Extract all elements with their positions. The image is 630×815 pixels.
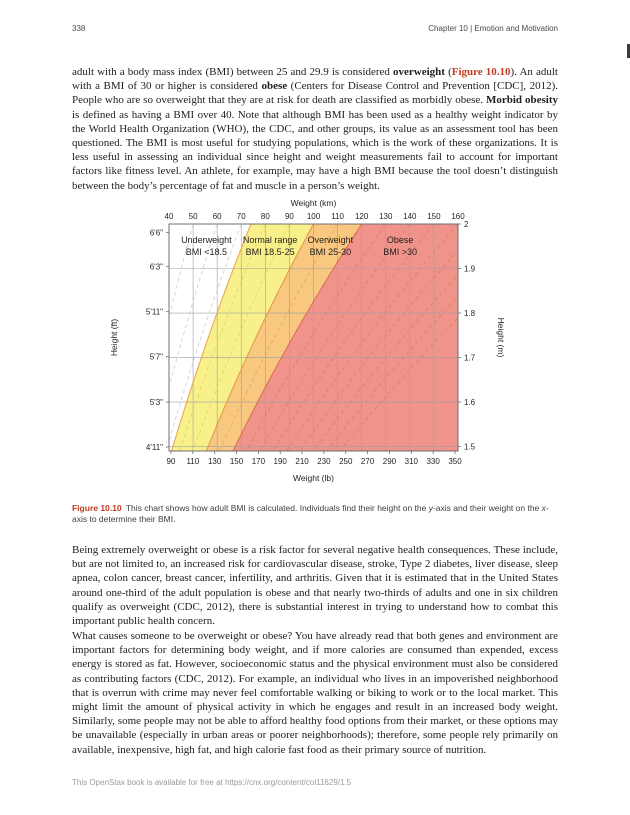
tick-marks (166, 223, 461, 454)
text-run: Being extremely overweight or obese is a… (72, 544, 558, 628)
axis-tick-label: 90 (285, 212, 294, 221)
plot-border (168, 223, 459, 452)
region-label-underweight: BMI <18.5 (186, 247, 227, 257)
footer-cnx-url[interactable]: https://cnx.org/content/col11629/1.5 (224, 778, 352, 787)
text-run: is defined as having a BMI over 40. Note… (72, 108, 558, 192)
axis-tick-label: 210 (295, 457, 309, 466)
axis-tick-label: 4'11" (146, 443, 163, 452)
text-run: ). An adult with a BMI of 30 or higher i… (72, 66, 558, 93)
bmi-boundaries (171, 223, 363, 452)
body-paragraph-2: Being extremely overweight or obese is a… (72, 543, 558, 628)
text-run: overweight (393, 66, 445, 78)
axis-tick-label: 140 (403, 212, 417, 221)
page-number: 338 (72, 24, 86, 33)
axis-tick-label: 160 (451, 212, 465, 221)
axis-tick-label: 270 (361, 457, 375, 466)
axis-tick-label: 100 (307, 212, 321, 221)
axis-tick-label: 330 (426, 457, 440, 466)
chapter-title: Chapter 10 | Emotion and Motivation (428, 24, 558, 33)
axis-tick-label: 5'3" (150, 398, 163, 407)
text-run: adult with a body mass index (BMI) betwe… (72, 66, 394, 78)
bmi-figure: Weight (km) 40 50 60 70 80 90 100 110 120 130 140 15… (103, 192, 506, 495)
axis-tick-label: 70 (237, 212, 246, 221)
text-run: This OpenStax book is available for free… (72, 778, 225, 787)
text-run: What causes someone to be overweight or … (72, 630, 558, 756)
axis-tick-label: 90 (167, 457, 176, 466)
text-run: Morbid obesity (485, 94, 558, 107)
top-axis-title: Weight (km) (291, 198, 337, 208)
axis-tick-label: 6'6" (150, 228, 163, 237)
region-label-obese: BMI >30 (383, 247, 417, 257)
axis-tick-label: 170 (252, 457, 266, 466)
text-run: This chart shows how adult BMI is calcul… (125, 502, 429, 513)
axis-tick-label: 310 (405, 457, 419, 466)
body-paragraph-1: adult with a body mass index (BMI) betwe… (72, 65, 558, 193)
text-run: (Centers for Disease Control and Prevent… (72, 80, 558, 107)
body-paragraph-3: What causes someone to be overweight or … (72, 629, 558, 757)
axis-tick-label: 110 (331, 212, 344, 221)
scrollbar-thumb[interactable] (627, 44, 630, 58)
axis-tick-label: 80 (261, 212, 270, 221)
region-label-normal: Normal range (243, 235, 298, 245)
bottom-axis-title: Weight (lb) (293, 473, 334, 483)
axis-tick-label: 150 (230, 457, 244, 466)
axis-tick-label: 190 (274, 457, 288, 466)
page-header: 338 Chapter 10 | Emotion and Motivation (72, 24, 558, 33)
region-overweight (206, 224, 362, 451)
axis-tick-label: 40 (165, 212, 174, 221)
figure-caption: Figure 10.10 This chart shows how adult … (72, 503, 558, 526)
region-label-obese: Obese (387, 235, 414, 245)
axis-tick-label: 1.8 (464, 309, 476, 318)
axis-tick-label: 130 (208, 457, 222, 466)
text-run: ( (444, 66, 452, 78)
axis-tick-label: 6'3" (150, 262, 163, 271)
axis-tick-label: 50 (189, 212, 198, 221)
region-label-normal: BMI 18.5-25 (246, 247, 295, 257)
axis-tick-label: 230 (317, 457, 331, 466)
axis-tick-label: 150 (427, 212, 441, 221)
text-run: -axis to determine their BMI. (72, 502, 549, 525)
region-underweight (169, 224, 251, 451)
region-label-underweight: Underweight (181, 235, 232, 245)
axis-tick-label: 2 (464, 220, 469, 229)
axis-tick-label: 5'11" (146, 308, 163, 317)
axis-tick-label: 5'7" (150, 353, 163, 362)
axis-tick-label: 290 (383, 457, 397, 466)
figure-10-10-reference[interactable]: Figure 10.10 (451, 66, 511, 78)
axis-tick-label: 1.9 (464, 265, 476, 274)
text-run: -axis and their weight on the (432, 502, 542, 513)
text-run: x (541, 502, 546, 513)
bmi-isolines (168, 223, 459, 452)
axis-tick-label: 1.5 (464, 443, 476, 452)
page-footer: This OpenStax book is available for free… (72, 778, 351, 787)
axis-tick-label: 1.7 (464, 354, 476, 363)
bmi-chart: Weight (km) 40 50 60 70 80 90 100 110 120 130 140 15… (109, 198, 506, 483)
axis-tick-label: 350 (448, 457, 462, 466)
right-axis-title: Height (m) (496, 318, 506, 358)
text-run: y (428, 502, 433, 513)
figure-ref-text: Figure 10.10 (72, 502, 126, 513)
axis-tick-label: 130 (379, 212, 393, 221)
region-normal (171, 224, 314, 451)
left-axis-title: Height (ft) (109, 319, 119, 356)
region-label-overweight: Overweight (308, 235, 354, 245)
axis-tick-label: 120 (355, 212, 369, 221)
axis-tick-label: 60 (213, 212, 222, 221)
axis-tick-label: 1.6 (464, 398, 476, 407)
axis-tick-label: 250 (339, 457, 353, 466)
text-run: obese (261, 80, 288, 93)
region-label-overweight: BMI 25-30 (310, 247, 352, 257)
axis-tick-label: 110 (186, 457, 199, 466)
